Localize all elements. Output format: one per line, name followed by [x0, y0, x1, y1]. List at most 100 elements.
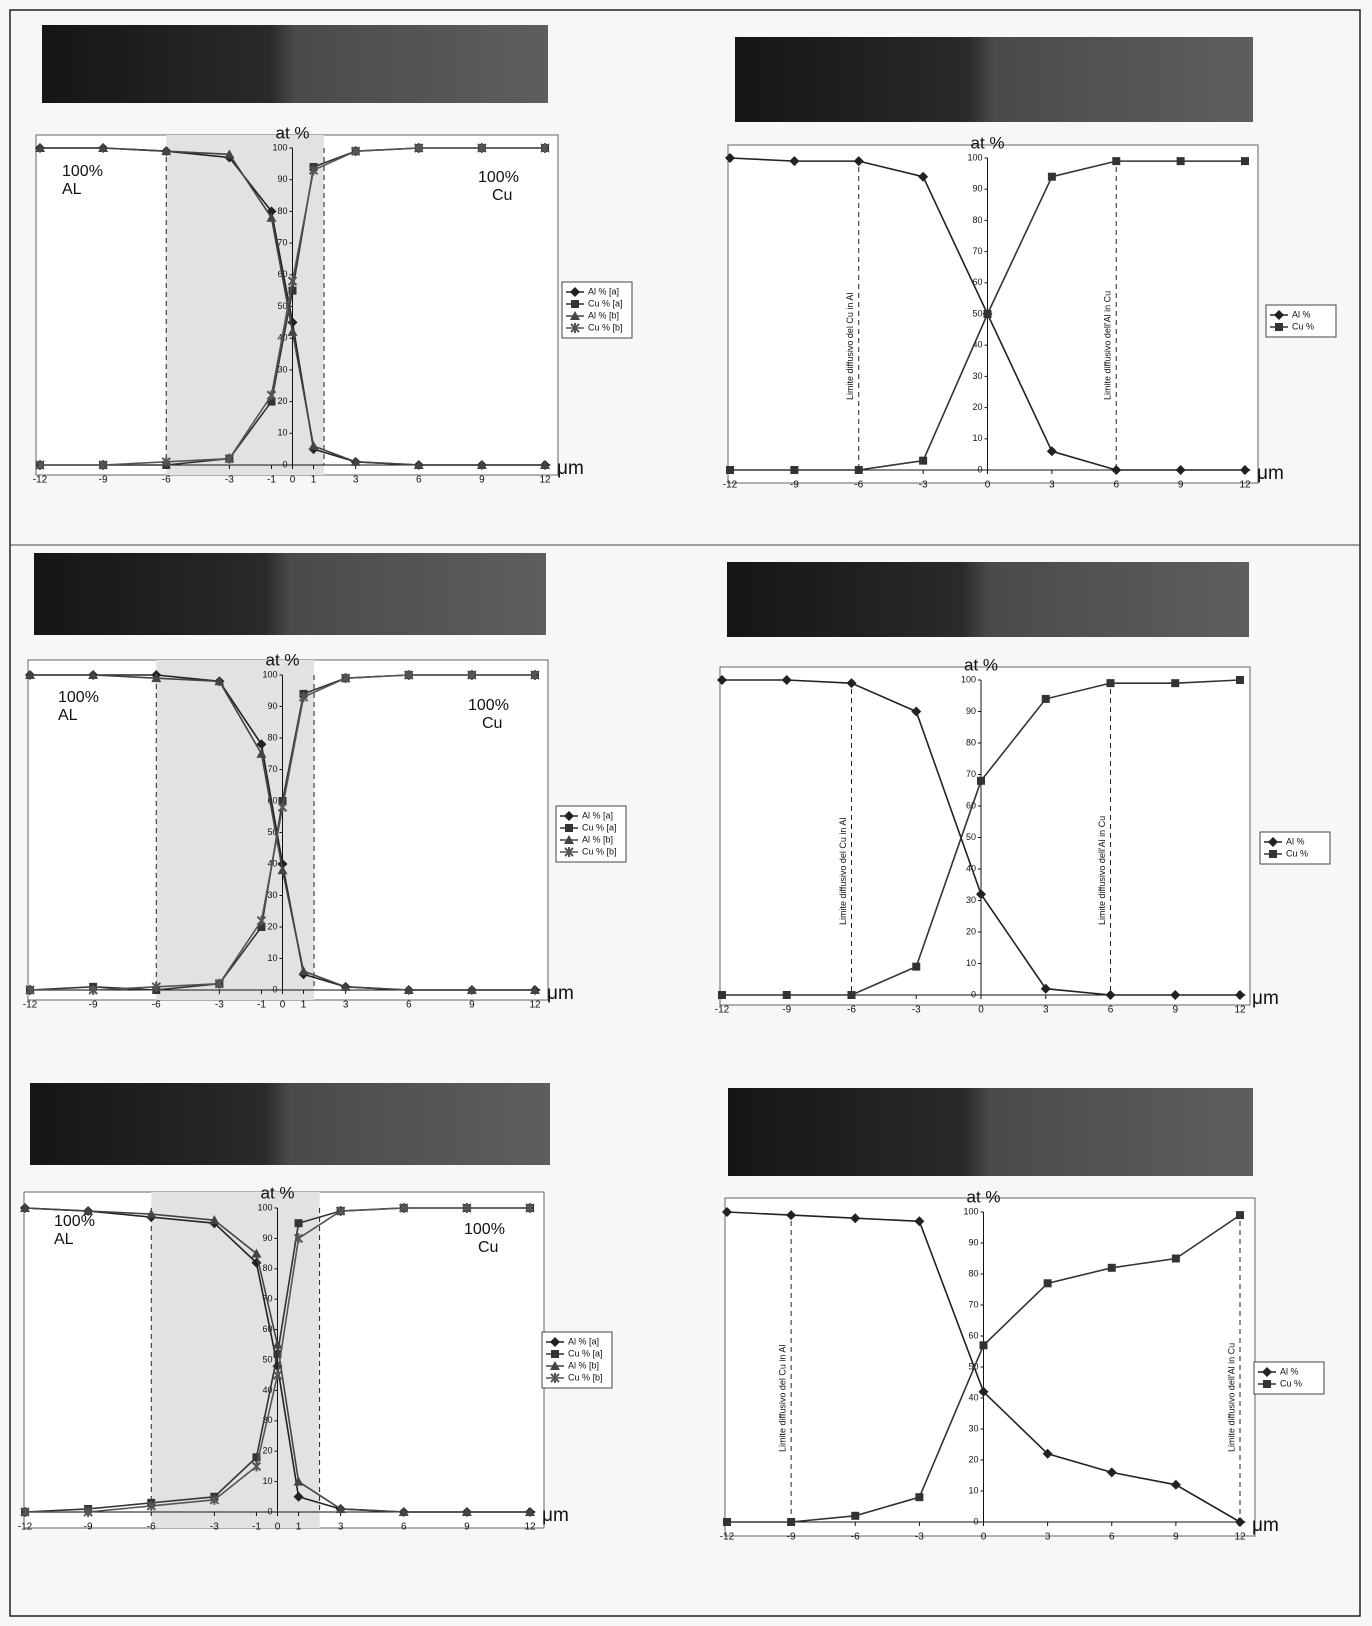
marker — [1275, 323, 1283, 331]
marker — [564, 847, 574, 857]
x-tick-label: -6 — [854, 480, 863, 491]
marker — [224, 453, 235, 464]
y-tick-label: 80 — [277, 206, 287, 216]
y-tick-label: 0 — [977, 464, 982, 474]
marker — [550, 1373, 560, 1383]
y-tick-label: 100 — [272, 142, 287, 152]
region-label: Cu — [482, 715, 502, 732]
diffusion-limit-label: Limite diffusivo dell'Al in Cu — [1097, 816, 1107, 925]
x-tick-label: -9 — [99, 475, 108, 486]
micrograph — [735, 37, 1253, 122]
legend-label: Cu % — [1286, 848, 1308, 858]
marker — [1111, 465, 1122, 475]
region-label: AL — [62, 181, 82, 198]
y-tick-label: 70 — [968, 1299, 978, 1309]
marker — [252, 1453, 261, 1462]
marker — [570, 287, 580, 297]
y-tick-label: 80 — [262, 1263, 272, 1273]
x-tick-label: 6 — [1109, 1532, 1115, 1543]
x-tick-label: -12 — [23, 1000, 38, 1011]
marker — [273, 1349, 282, 1358]
legend-label: Cu % — [1280, 1378, 1302, 1388]
legend-label: Al % — [1286, 836, 1305, 846]
marker — [1107, 1263, 1116, 1272]
marker — [277, 865, 288, 875]
marker — [1171, 1254, 1180, 1263]
diffusion-limit-label: Limite diffusivo del Cu in Al — [778, 1345, 788, 1452]
diffusion-zone — [151, 1192, 320, 1528]
marker — [35, 460, 45, 470]
diffusion-limit-label: Limite diffusivo dell'Al in Cu — [1226, 1343, 1236, 1452]
marker — [550, 1361, 560, 1370]
marker — [979, 1341, 988, 1350]
x-tick-label: -12 — [18, 1522, 33, 1533]
diffusion-zone — [156, 660, 315, 1000]
marker — [294, 1219, 303, 1228]
y-tick-label: 20 — [968, 1454, 978, 1464]
y-tick-label: 20 — [972, 402, 982, 412]
y-tick-label: 90 — [966, 706, 976, 716]
x-tick-label: 6 — [416, 475, 422, 486]
y-tick-label: 60 — [262, 1324, 272, 1334]
marker — [83, 1507, 93, 1517]
marker — [288, 286, 297, 295]
y-tick-label: 60 — [966, 800, 976, 810]
x-tick-label: -12 — [715, 1005, 730, 1016]
x-tick-label: 12 — [524, 1522, 536, 1533]
marker — [565, 824, 573, 832]
x-tick-label: 1 — [296, 1522, 302, 1533]
marker — [570, 323, 580, 333]
y-tick-label: 100 — [961, 674, 976, 684]
marker — [1170, 990, 1181, 1000]
x-tick-label: -9 — [89, 1000, 98, 1011]
y-tick-label: 30 — [968, 1423, 978, 1433]
marker — [277, 802, 288, 813]
marker — [151, 981, 161, 992]
marker — [214, 978, 225, 989]
x-tick-label: 6 — [1113, 480, 1119, 491]
y-tick-label: 50 — [267, 827, 277, 837]
marker — [214, 676, 225, 686]
legend-label: Al % [b] — [568, 1360, 599, 1370]
marker — [851, 1511, 860, 1520]
marker — [350, 146, 361, 157]
marker — [20, 1203, 30, 1212]
y-tick-label: 80 — [966, 737, 976, 747]
x-tick-label: 0 — [290, 475, 296, 486]
marker — [551, 1350, 559, 1358]
marker — [340, 981, 351, 991]
page-frame — [9, 9, 1361, 1617]
y-tick-label: 10 — [968, 1485, 978, 1495]
marker — [224, 149, 235, 159]
x-tick-label: 9 — [1178, 480, 1184, 491]
region-label: 100% — [464, 1221, 505, 1238]
marker — [789, 156, 800, 167]
x-tick-label: 9 — [464, 1522, 470, 1533]
marker — [790, 466, 799, 474]
y-axis-label: at % — [260, 1183, 294, 1202]
marker — [161, 456, 171, 467]
marker — [151, 673, 162, 683]
x-tick-label: 6 — [1108, 1005, 1114, 1016]
marker — [1170, 1479, 1181, 1490]
marker — [25, 670, 35, 679]
marker — [914, 1216, 925, 1227]
micrograph — [34, 553, 546, 635]
x-tick-label: -6 — [162, 475, 171, 486]
marker — [1235, 1517, 1245, 1527]
x-tick-label: 12 — [1234, 1005, 1246, 1016]
marker — [1241, 157, 1249, 166]
y-tick-label: 30 — [277, 364, 287, 374]
region-label: Cu — [492, 187, 512, 204]
marker — [462, 1203, 472, 1213]
y-tick-label: 0 — [282, 459, 287, 469]
marker — [293, 1233, 304, 1244]
y-tick-label: 20 — [262, 1446, 272, 1456]
micrograph — [42, 25, 548, 103]
legend-label: Al % [a] — [568, 1336, 599, 1346]
marker — [1105, 990, 1116, 1000]
x-tick-label: -3 — [210, 1522, 219, 1533]
marker — [530, 670, 540, 680]
legend-label: Cu % [b] — [582, 846, 617, 856]
marker — [413, 460, 424, 469]
